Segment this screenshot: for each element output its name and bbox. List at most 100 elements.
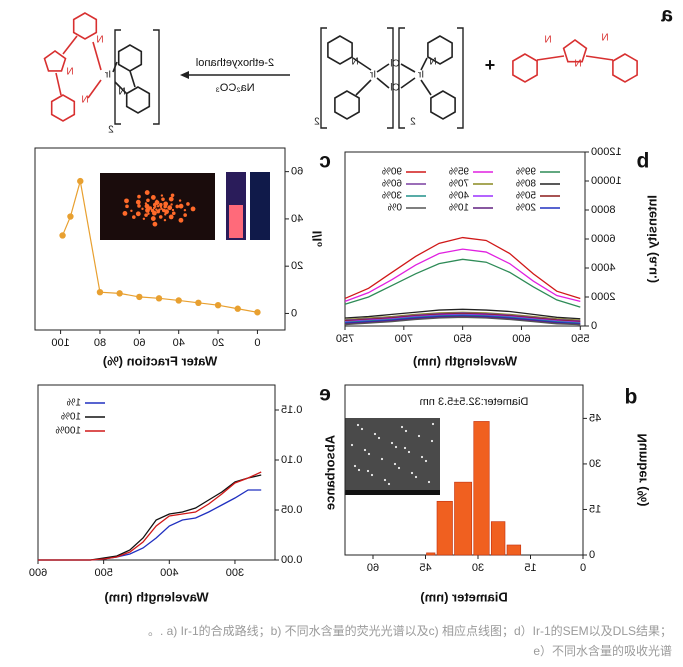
- histogram-bar: [473, 421, 490, 556]
- sem-particle: [387, 482, 391, 486]
- photo-speck: [190, 206, 196, 212]
- ring: [430, 90, 456, 120]
- bond: [400, 63, 416, 73]
- x-tick-label: 30: [472, 562, 484, 574]
- histogram-bar: [436, 500, 453, 556]
- vial-glow: [229, 205, 243, 238]
- sem-particle: [430, 439, 434, 443]
- bond: [536, 55, 565, 61]
- y-tick-label: 45: [589, 412, 601, 424]
- atom-label: Ir: [417, 70, 424, 81]
- atom-label: Ir: [369, 70, 376, 81]
- bond: [55, 72, 62, 96]
- atom-label: N: [574, 59, 581, 70]
- photo-speck: [144, 213, 148, 217]
- data-point: [214, 301, 222, 309]
- ring: [72, 12, 98, 40]
- atom-label: N: [429, 57, 436, 68]
- photo-speck: [125, 204, 129, 209]
- reagent: 2-ethoxyethanol: [196, 57, 274, 69]
- sem-particle: [383, 478, 387, 482]
- data-line: [38, 474, 262, 561]
- x-tick-label: 500: [94, 567, 112, 579]
- x-tick-label: 600: [29, 567, 47, 579]
- y-tick-label: 0: [589, 549, 595, 561]
- bond: [62, 35, 78, 55]
- data-point: [67, 213, 74, 220]
- y-tick-label: 8000: [591, 204, 615, 216]
- photo-speck: [183, 213, 187, 217]
- y-axis-label: I/I₀: [309, 231, 324, 248]
- y-tick-label: 12000: [591, 146, 622, 158]
- data-point: [136, 293, 143, 301]
- atom-label: N: [66, 67, 73, 78]
- photo-speck: [148, 206, 152, 210]
- ring: [612, 53, 638, 83]
- sem-particle: [407, 450, 411, 454]
- y-axis-label: Number (%): [634, 434, 649, 507]
- panel-label: d: [625, 386, 638, 409]
- photo-speck: [171, 208, 175, 212]
- panel-label: a: [661, 4, 673, 27]
- legend-label: 60%: [382, 179, 402, 190]
- data-point: [195, 299, 202, 307]
- photo-speck: [186, 202, 190, 206]
- bond: [585, 55, 614, 61]
- mirrored-figure: a +2-ethoxyethanol Na₂CO₃ N N N Ir Cl Cl Ir N N 2 2 Ir…: [29, 4, 673, 605]
- panel-label: c: [319, 150, 331, 173]
- bond: [376, 77, 390, 89]
- legend-label: 40%: [449, 191, 469, 202]
- photo-speck: [159, 202, 163, 207]
- caption-line: e）不同水含量的吸收光谱: [533, 643, 672, 658]
- panel-label: b: [637, 150, 650, 173]
- sem-particle: [420, 455, 424, 459]
- photo-speck: [167, 205, 173, 211]
- data-line: [344, 308, 581, 320]
- photo-speck: [142, 217, 146, 220]
- photo-speck: [150, 195, 156, 200]
- sem-particle: [417, 434, 421, 438]
- vial-photo: [250, 172, 270, 240]
- data-line: [344, 236, 581, 300]
- plus-sign: +: [485, 55, 496, 75]
- x-tick-label: 300: [226, 567, 244, 579]
- photo-speck: [132, 215, 136, 219]
- sem-particle: [350, 443, 354, 447]
- photo-speck: [137, 204, 141, 208]
- sem-inset: [345, 418, 440, 495]
- data-line: [344, 314, 581, 324]
- histogram-bar: [426, 552, 436, 556]
- data-point: [59, 232, 66, 239]
- sem-particle: [390, 441, 394, 445]
- bond: [355, 79, 372, 96]
- sem-scalebar: [345, 490, 440, 495]
- y-axis-label: Intensity (a.u.): [644, 195, 659, 283]
- sem-particle: [431, 422, 435, 426]
- legend-label: 90%: [382, 167, 402, 178]
- sem-particle: [357, 468, 361, 472]
- ring: [43, 50, 67, 72]
- photo-speck: [163, 218, 167, 222]
- data-point: [77, 177, 84, 185]
- data-line: [344, 315, 581, 325]
- x-tick-label: 45: [419, 562, 431, 574]
- data-line: [62, 180, 258, 313]
- photo-speck: [160, 207, 163, 210]
- histogram-bar: [506, 544, 522, 556]
- bracket: [114, 29, 121, 125]
- plot-frame: [34, 147, 286, 331]
- sem-particle: [404, 429, 408, 433]
- atom-label: N: [351, 57, 358, 68]
- ring: [427, 35, 453, 65]
- legend-label: 50%: [516, 191, 536, 202]
- bond: [400, 77, 416, 89]
- photo-speck: [170, 203, 173, 206]
- photo-speck: [130, 209, 133, 213]
- panel-label: e: [319, 383, 331, 406]
- x-tick-label: 750: [336, 333, 354, 345]
- ring: [125, 86, 151, 114]
- sem-particle: [373, 432, 377, 436]
- photo-speck: [164, 209, 170, 215]
- bond: [114, 81, 128, 95]
- sem-particle: [367, 452, 371, 456]
